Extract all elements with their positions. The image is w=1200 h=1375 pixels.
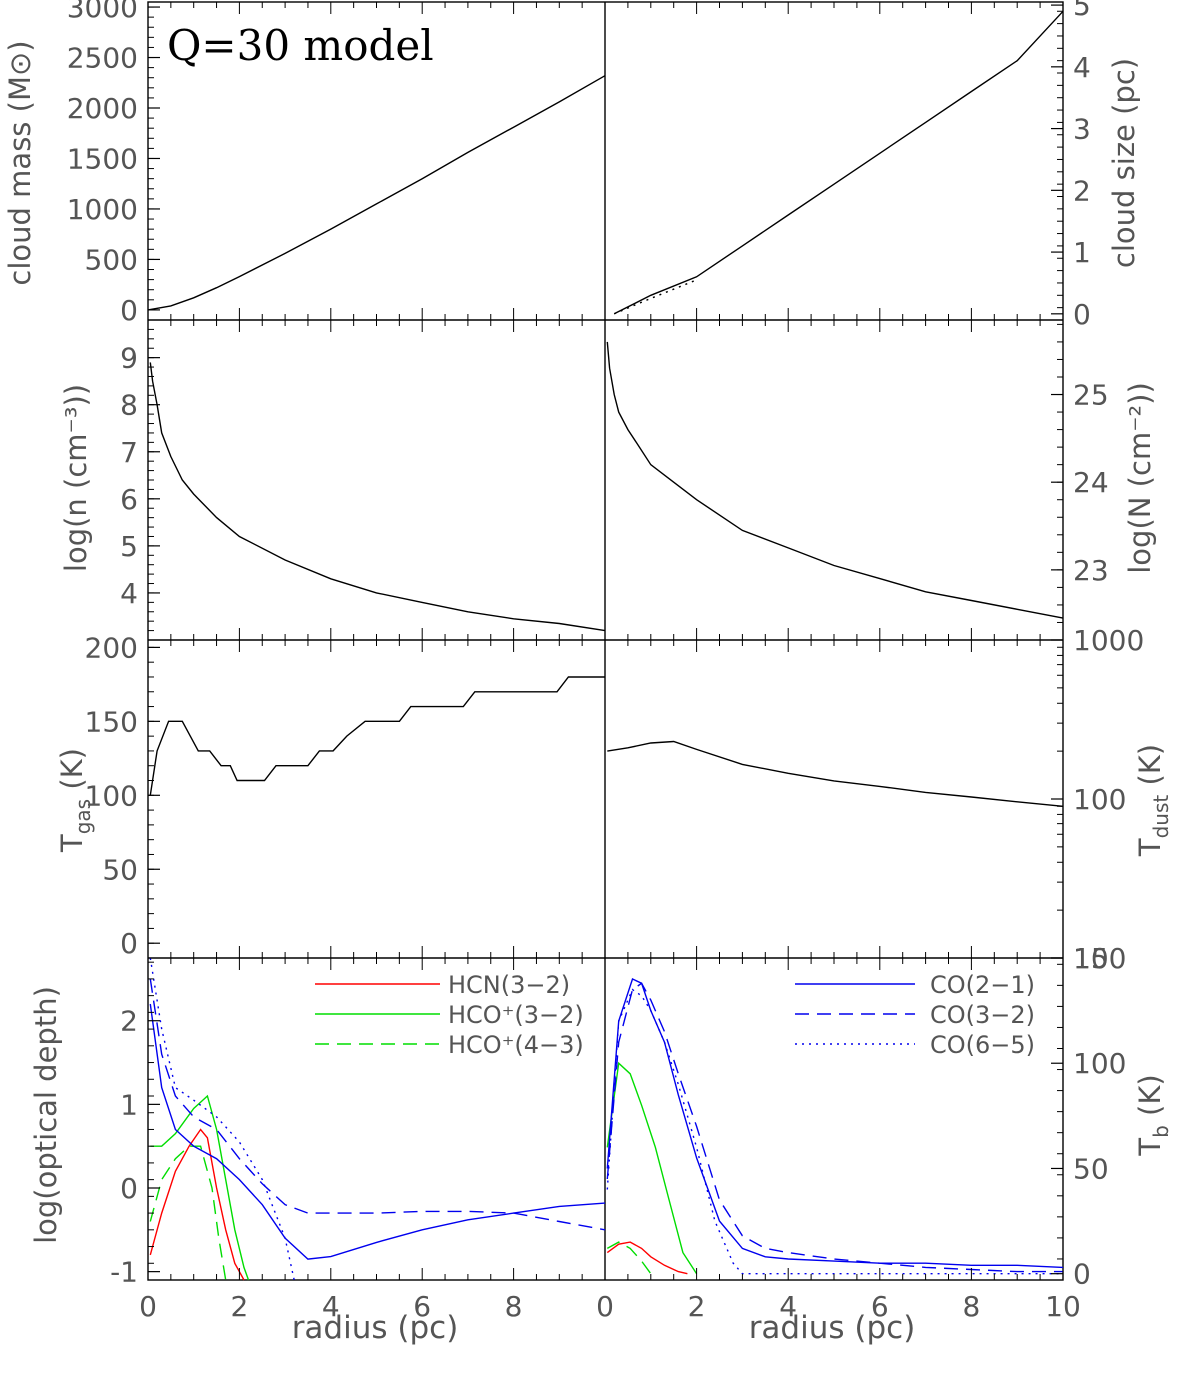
- xtick-label-right: 8: [962, 1290, 980, 1323]
- t_dust-series-0: [607, 740, 1064, 807]
- log_n-series-0: [149, 362, 606, 632]
- t_b-ytick-label: 100: [1073, 1047, 1126, 1080]
- log_n-ytick-label: 8: [120, 389, 138, 422]
- t_b-ytick-label: 150: [1073, 942, 1126, 975]
- t_gas-ytick-label: 0: [120, 927, 138, 960]
- optical_depth-series-0: [149, 1128, 245, 1281]
- t_dust-ytick-label: 1000: [1073, 624, 1144, 657]
- t_b-series-3: [606, 978, 1064, 1269]
- cloud_mass-ytick-label: 1000: [67, 193, 138, 226]
- log_n-ytick-label: 6: [120, 483, 138, 516]
- ylabel-log-n: log(n (cm⁻³)): [59, 384, 93, 572]
- t_b-ytick-label: 50: [1073, 1152, 1109, 1185]
- cloud_mass-ytick-label: 500: [85, 243, 138, 276]
- xtick-label-right: 2: [688, 1290, 706, 1323]
- t_dust-ytick-label: 100: [1073, 783, 1126, 816]
- cloud_size-ytick-label: 3: [1073, 113, 1091, 146]
- legend-left-label: HCN(3−2): [448, 971, 570, 999]
- ylabel-optical-depth: log(optical depth): [29, 986, 63, 1244]
- legend-right-label: CO(2−1): [930, 971, 1035, 999]
- log_N-series-0: [606, 341, 1064, 619]
- cloud_mass-ytick-label: 2000: [67, 92, 138, 125]
- t_b-series-2: [606, 1241, 652, 1275]
- xtick-label-right: 10: [1045, 1290, 1081, 1323]
- log_n-ytick-label: 4: [120, 577, 138, 610]
- ylabel-t-dust: Tdust (K): [1133, 744, 1173, 857]
- optical_depth-series-1: [150, 1094, 250, 1281]
- legends: HCN(3−2)HCO⁺(3−2)HCO⁺(4−3) CO(2−1)CO(3−2)…: [315, 971, 1035, 1059]
- xtick-label-right: 0: [596, 1290, 614, 1323]
- ylabel-t-gas-symbol: T: [55, 834, 89, 853]
- ylabel-cloud-mass: cloud mass (M⊙): [3, 40, 37, 285]
- ylabel-t-b-unit: (K): [1133, 1074, 1167, 1125]
- t_gas-series-0: [149, 676, 605, 796]
- ylabel-t-b: Tb (K): [1133, 1074, 1173, 1156]
- optical_depth-ytick-label: -1: [110, 1256, 138, 1289]
- ylabel-cloud-size: cloud size (pc): [1107, 58, 1141, 268]
- t_b-series-0: [606, 1241, 688, 1275]
- log_n-ytick-label: 9: [120, 342, 138, 375]
- t_gas-ytick-label: 200: [85, 631, 138, 664]
- cloud_size-ytick-label: 4: [1073, 51, 1091, 84]
- t_b-series-4: [606, 982, 1063, 1273]
- t_b-series-5: [606, 988, 1063, 1275]
- model-label: Q=30 model: [167, 21, 434, 70]
- cloud_size-series-1: [613, 279, 697, 315]
- ylabel-t-gas: Tgas (K): [55, 748, 95, 853]
- log_n-ytick-label: 7: [120, 436, 138, 469]
- cloud_size-ytick-label: 5: [1073, 0, 1091, 22]
- t_dust-ytick-label: 10: [1073, 942, 1109, 975]
- log_N-ytick-label: 25: [1073, 379, 1109, 412]
- t_gas-ytick-label: 100: [85, 779, 138, 812]
- ylabel-log-N: log(N (cm⁻²)): [1123, 382, 1157, 574]
- legend-left-label: HCO⁺(4−3): [448, 1031, 584, 1059]
- xlabel-left: radius (pc): [292, 1310, 459, 1346]
- legend-left-label: HCO⁺(3−2): [448, 1001, 584, 1029]
- ylabel-t-dust-subscript: dust: [1149, 795, 1173, 839]
- xtick-label-left: 2: [230, 1290, 248, 1323]
- log_N-ytick-label: 24: [1073, 466, 1109, 499]
- data-curves: [147, 10, 1064, 1281]
- t_b-series-1: [606, 1061, 698, 1275]
- ylabel-t-b-symbol: T: [1133, 1138, 1167, 1157]
- legend-right-label: CO(6−5): [930, 1031, 1035, 1059]
- cloud_mass-ytick-label: 1500: [67, 142, 138, 175]
- xtick-label-right: 6: [871, 1290, 889, 1323]
- optical_depth-series-5: [149, 957, 295, 1281]
- axis-labels: Q=30 model cloud mass (M⊙) cloud size (p…: [3, 21, 1173, 1346]
- optical_depth-series-3: [149, 1003, 606, 1260]
- log_N-ytick-label: 23: [1073, 554, 1109, 587]
- cloud_size-ytick-label: 2: [1073, 174, 1091, 207]
- cloud_mass-series-0: [147, 75, 606, 311]
- cloud_size-ytick-label: 0: [1073, 298, 1091, 331]
- ylabel-t-gas-subscript: gas: [71, 799, 95, 834]
- xlabel-right: radius (pc): [749, 1310, 916, 1346]
- ylabel-t-dust-unit: (K): [1133, 744, 1167, 795]
- xtick-label-left: 4: [322, 1290, 340, 1323]
- log_n-ytick-label: 5: [120, 530, 138, 563]
- xtick-label-left: 8: [505, 1290, 523, 1323]
- t_b-ytick-label: 0: [1073, 1258, 1091, 1291]
- cloud_mass-ytick-label: 2500: [67, 42, 138, 75]
- legend-right-label: CO(3−2): [930, 1001, 1035, 1029]
- optical_depth-ytick-label: 1: [120, 1088, 138, 1121]
- t_gas-ytick-label: 150: [85, 705, 138, 738]
- xtick-label-left: 6: [413, 1290, 431, 1323]
- cloud_mass-ytick-label: 0: [120, 294, 138, 327]
- axis-ticks: 0500100015002000250030000123454567892324…: [67, 0, 1145, 1323]
- cloud_mass-ytick-label: 3000: [67, 0, 138, 24]
- cloud_size-series-0: [613, 10, 1064, 315]
- xtick-label-right: 4: [779, 1290, 797, 1323]
- cloud_size-ytick-label: 1: [1073, 236, 1091, 269]
- optical_depth-ytick-label: 2: [120, 1005, 138, 1038]
- optical_depth-ytick-label: 0: [120, 1172, 138, 1205]
- xtick-label-left: 0: [139, 1290, 157, 1323]
- ylabel-t-b-subscript: b: [1149, 1125, 1173, 1138]
- ylabel-t-dust-symbol: T: [1133, 838, 1167, 857]
- optical_depth-series-4: [149, 978, 606, 1231]
- t_gas-ytick-label: 50: [102, 853, 138, 886]
- ylabel-t-gas-unit: (K): [55, 748, 89, 799]
